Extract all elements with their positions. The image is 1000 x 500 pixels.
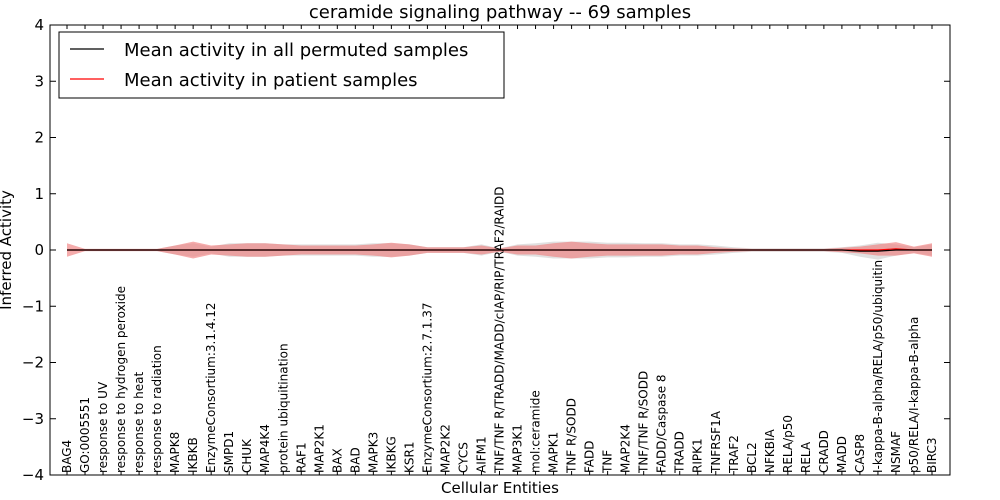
x-category-label: EnzymeConsortium:2.7.1.37 [420,302,434,473]
y-tick-label: 0 [34,241,44,259]
x-category-label: response to UV [96,381,110,473]
x-axis-label: Cellular Entities [441,479,559,497]
y-axis-label: Inferred Activity [0,190,15,310]
x-category-label: protein ubiquitination [276,343,290,473]
x-category-label: FADD [583,441,597,474]
y-tick-label: −2 [22,354,44,372]
x-category-label: TNF/TNF R/SODD [637,371,651,474]
x-category-label: CASP8 [853,434,867,473]
x-category-label: TNF [601,450,615,474]
x-category-label: CRADD [817,430,831,473]
x-category-label: response to radiation [150,345,164,473]
x-category-label: EnzymeConsortium:3.1.4.12 [204,302,218,473]
y-tick-label: 4 [34,16,44,34]
x-category-label: TNFRSF1A [709,410,723,474]
legend-label-permuted: Mean activity in all permuted samples [124,40,468,61]
x-category-label: NSMAF [889,431,903,473]
x-category-label: TRAF2 [727,435,741,474]
x-category-label: CHUK [240,438,254,473]
x-category-label: FADD/Caspase 8 [655,374,669,473]
y-tick-label: −1 [22,297,44,315]
y-tick-label: 3 [34,72,44,90]
x-category-label: SMPD1 [222,431,236,473]
x-axis-ticks [66,25,933,475]
x-category-label: RELA/p50 [781,415,795,473]
x-category-label: TNF/TNF R/TRADD/MADD/cIAP/RIP/TRAF2/RAID… [493,187,507,475]
x-category-label: BAD [348,447,362,473]
chart-title: ceramide signaling pathway -- 69 samples [309,2,691,23]
x-category-label: BCL2 [745,442,759,473]
x-category-label: AIFM1 [474,436,488,473]
x-category-label: RELA [799,441,813,473]
y-axis-ticks: −4 −3 −2 −1 0 1 2 3 4 [22,16,950,484]
x-category-label: MAP2K2 [438,424,452,473]
x-category-label: I-kappa-B-alpha/RELA/p50/ubiquitin [871,260,885,473]
legend-box [58,31,505,99]
x-category-label: BAX [330,448,344,473]
legend: Mean activity in all permuted samples Me… [58,31,505,99]
x-category-label: TNF R/SODD [565,398,579,474]
y-tick-label: 1 [34,185,44,203]
x-category-label: MAPK1 [547,432,561,473]
x-category-label: GO:0005551 [78,397,92,473]
x-category-label: MAP2K4 [619,424,633,473]
x-category-label: response to hydrogen peroxide [114,286,128,473]
permuted-mean-line [67,249,932,252]
legend-label-patient: Mean activity in patient samples [124,70,418,91]
x-category-label: NFKBIA [763,428,777,473]
x-category-label: CYCS [456,442,470,473]
x-category-label: MAP3K1 [511,424,525,473]
x-axis-category-labels: BAG4 GO:0005551 response to UV response to … [60,187,939,475]
x-category-label: IKBKB [186,437,200,473]
x-category-label: KSR1 [402,442,416,473]
x-category-label: MAPK8 [168,432,182,473]
x-category-label: RAF1 [294,442,308,473]
x-category-label: BIRC3 [925,437,939,473]
series-lines [67,248,932,252]
x-category-label: IKBKG [384,436,398,473]
x-category-label: BAG4 [60,440,74,473]
x-category-label: MAP4K4 [258,424,272,473]
y-tick-label: −3 [22,410,44,428]
x-category-label: MAPK3 [366,432,380,473]
x-category-label: RIPK1 [691,438,705,473]
x-category-label: p50/RELA/I-kappa-B-alpha [907,317,921,473]
x-category-label: response to heat [132,371,146,473]
x-category-label: mol:ceramide [529,390,543,473]
y-tick-label: 2 [34,129,44,147]
y-tick-label: −4 [22,466,44,484]
x-category-label: TRADD [673,431,687,474]
x-category-label: MAP2K1 [312,424,326,473]
x-category-label: MADD [835,436,849,473]
